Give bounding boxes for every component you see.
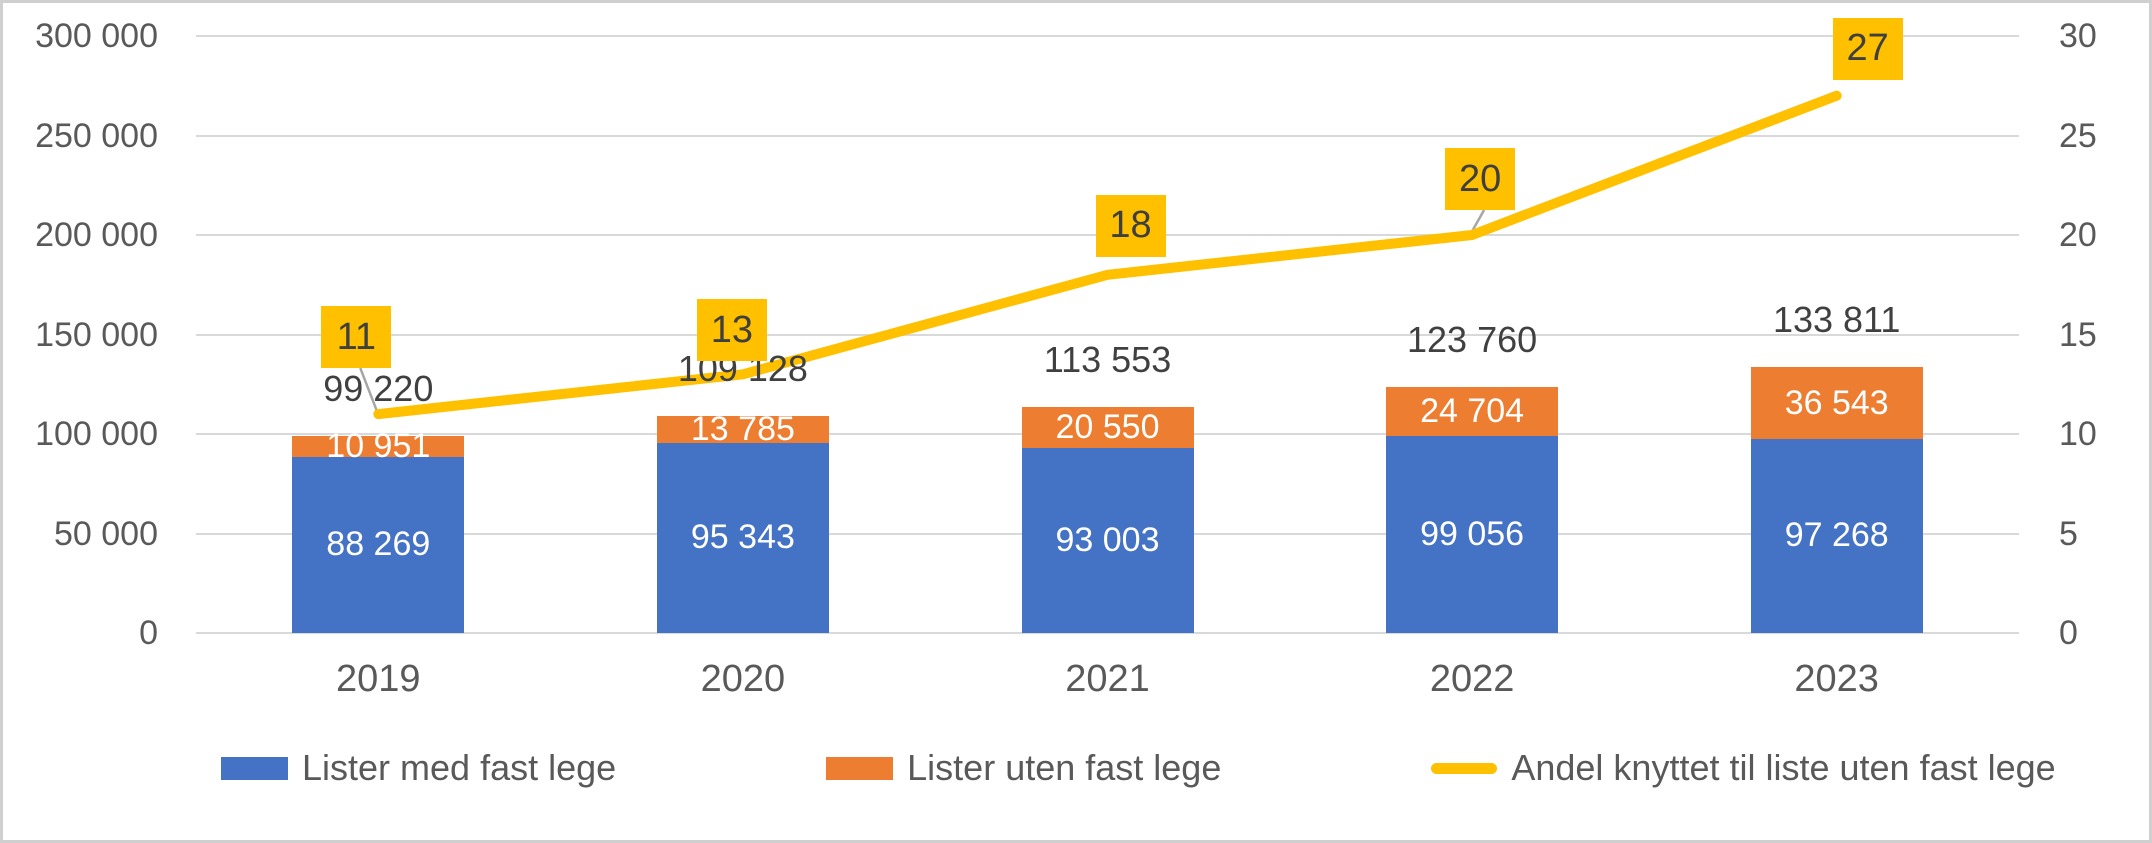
axes-layer: 0 0 50 000 5 100 000 10 150 000 15 200 000 20 250 …	[3, 3, 2149, 840]
x-axis-category-label: 2021	[1065, 658, 1150, 700]
line-point-label: 20	[1445, 148, 1516, 210]
gridline	[196, 632, 2019, 634]
bar-segment-uten-fast-lege	[292, 435, 465, 458]
bar-segment-med-fast-lege	[1750, 439, 1923, 633]
bar-value-label: 13 785	[690, 409, 795, 448]
left-axis-tick-label: 250 000	[35, 116, 158, 155]
right-axis-tick-label: 10	[2059, 415, 2097, 453]
bar-value-label: 99 056	[1420, 514, 1525, 553]
x-axis-category-label: 2022	[1429, 658, 1515, 700]
line-point-label: 18	[1095, 194, 1166, 257]
gridline	[196, 35, 2019, 37]
right-axis-tick-label: 0	[2059, 614, 2078, 652]
stack-total-label: 123 760	[1407, 318, 1538, 360]
stack-total-label: 113 553	[1043, 339, 1172, 381]
right-axis-tick-label: 20	[2059, 216, 2097, 254]
line-point-label: 11	[321, 306, 392, 369]
x-axis-category-label: 2020	[700, 658, 786, 700]
labels-layer: 88 269 10 951 99 220 2019 95 343 13 785 109 12…	[3, 3, 2149, 840]
right-axis-tick-label: 15	[2059, 315, 2097, 354]
orange-bar-swatch-icon	[826, 756, 894, 780]
legend-item-andel-knyttet: Andel knyttet til liste uten fast lege	[1431, 747, 2056, 789]
bar-value-label: 88 269	[326, 525, 431, 564]
line-point-label: 27	[1832, 17, 1903, 80]
right-axis-tick-label: 25	[2059, 116, 2097, 155]
bar-value-label: 10 951	[326, 426, 431, 465]
bar-value-label: 97 268	[1784, 516, 1889, 555]
legend-label: Lister uten fast lege	[907, 747, 1222, 788]
legend: Lister med fast lege Lister uten fast le…	[221, 743, 2056, 793]
x-axis-category-label: 2023	[1794, 658, 1879, 700]
left-axis-tick-label: 300 000	[35, 17, 158, 55]
bar-segment-med-fast-lege	[292, 457, 465, 633]
bar-value-label: 24 704	[1420, 391, 1525, 430]
left-axis-tick-label: 200 000	[35, 216, 158, 254]
yellow-line-swatch-icon	[1431, 762, 1498, 774]
x-axis-category-label: 2019	[336, 658, 421, 700]
bar-value-label: 93 003	[1055, 520, 1160, 559]
right-axis-tick-label: 30	[2059, 17, 2097, 55]
bar-segment-med-fast-lege	[1021, 447, 1194, 633]
blue-bar-swatch-icon	[221, 756, 288, 780]
legend-item-lister-med-fast-lege: Lister med fast lege	[221, 747, 616, 789]
legend-label: Lister med fast lege	[302, 747, 617, 788]
bar-value-label: 95 343	[690, 518, 795, 557]
left-axis-tick-label: 150 000	[35, 315, 158, 354]
bar-segment-med-fast-lege	[1386, 435, 1559, 633]
legend-label: Andel knyttet til liste uten fast lege	[1511, 747, 2056, 788]
bar-segment-uten-fast-lege	[656, 415, 829, 444]
legend-item-lister-uten-fast-lege: Lister uten fast lege	[826, 747, 1221, 789]
bar-value-label: 36 543	[1784, 383, 1889, 422]
right-axis-tick-label: 5	[2059, 514, 2078, 553]
bar-value-label: 20 550	[1055, 408, 1160, 447]
left-axis-tick-label: 0	[139, 614, 158, 652]
stack-total-label: 99 220	[323, 367, 434, 409]
stack-total-label: 133 811	[1772, 298, 1901, 340]
line-point-label: 13	[696, 299, 767, 362]
bar-segment-med-fast-lege	[656, 443, 829, 633]
left-axis-tick-label: 100 000	[35, 415, 158, 453]
left-axis-tick-label: 50 000	[54, 514, 158, 553]
